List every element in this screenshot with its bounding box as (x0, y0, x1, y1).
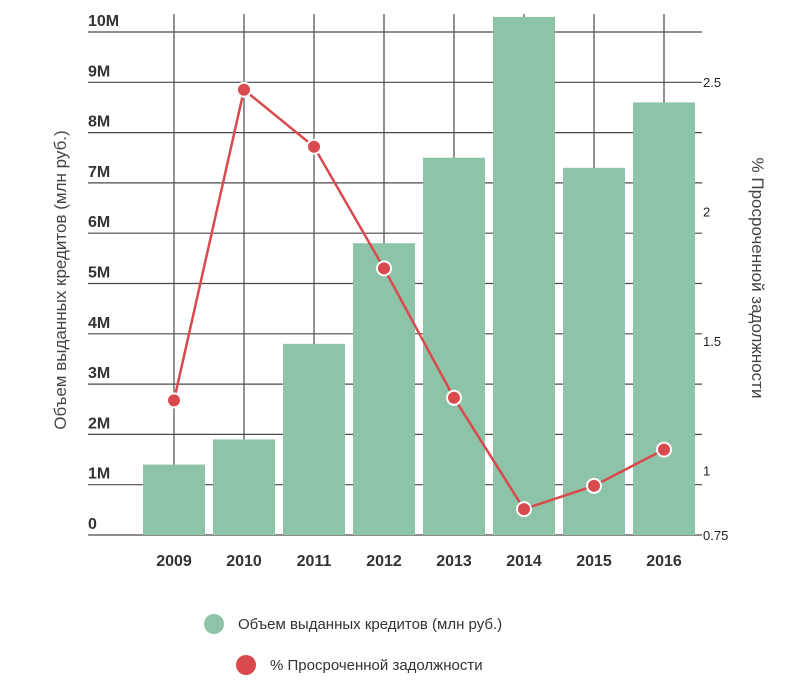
legend-label-line: % Просроченной задолжности (270, 656, 483, 674)
y-tick-label-left: 8M (88, 114, 110, 131)
x-tick-label: 2011 (297, 553, 332, 570)
bar-layer (143, 16, 695, 536)
y-tick-label-left: 2M (88, 415, 110, 432)
bar-2016 (633, 102, 695, 536)
y-tick-label-right: 2 (703, 204, 710, 219)
line-point-2013 (446, 389, 462, 406)
bar-2011 (283, 343, 345, 535)
line-point-2009 (166, 392, 182, 409)
y-tick-label-left: 3M (88, 365, 110, 382)
line-point-2014 (516, 501, 532, 518)
x-tick-label: 2016 (646, 553, 682, 570)
bar-2010 (213, 439, 275, 535)
y-tick-label-left: 10M (88, 13, 119, 30)
line-point-2011 (306, 138, 322, 155)
y-tick-label-left: 1M (88, 466, 110, 483)
y-tick-label-left: 9M (88, 63, 110, 80)
legend-item-line: % Просроченной задолжности (236, 655, 483, 675)
legend-label-bars: Объем выданных кредитов (млн руб.) (238, 615, 503, 633)
bar-2012 (353, 243, 415, 535)
y-axis-title-right: % Просроченной задолжности (748, 158, 767, 399)
line-point-2015 (586, 477, 602, 494)
bar-2009 (143, 464, 205, 535)
line-series-overdue (172, 88, 665, 511)
y-axis-title-left: Объем выданных кредитов (млн руб.) (51, 130, 70, 429)
y-tick-label-left: 6M (88, 214, 110, 231)
x-tick-label: 2014 (506, 553, 542, 570)
y-tick-label-left: 7M (88, 164, 110, 181)
y-tick-label-left: 5M (88, 265, 110, 282)
line-point-2010 (236, 81, 252, 98)
y-tick-label-right: 0.75 (703, 528, 728, 543)
legend-swatch-line (236, 655, 256, 675)
line-point-2012 (376, 260, 392, 277)
x-tick-label: 2010 (226, 553, 262, 570)
y-tick-label-right: 1.5 (703, 334, 721, 349)
x-tick-label: 2012 (366, 553, 402, 570)
legend-item-bars: Объем выданных кредитов (млн руб.) (204, 614, 502, 634)
x-tick-label: 2013 (436, 553, 472, 570)
y-tick-label-left: 0 (88, 516, 97, 533)
bar-2014 (493, 16, 555, 536)
line-layer (166, 81, 672, 518)
y-tick-label-right: 2.5 (703, 75, 721, 90)
line-point-2016 (656, 441, 672, 458)
legend-swatch-bars (204, 614, 224, 634)
y-tick-label-right: 1 (703, 463, 710, 478)
bar-2013 (423, 157, 485, 535)
x-tick-label: 2015 (576, 553, 612, 570)
y-tick-label-left: 4M (88, 315, 110, 332)
x-tick-label: 2009 (156, 553, 192, 570)
